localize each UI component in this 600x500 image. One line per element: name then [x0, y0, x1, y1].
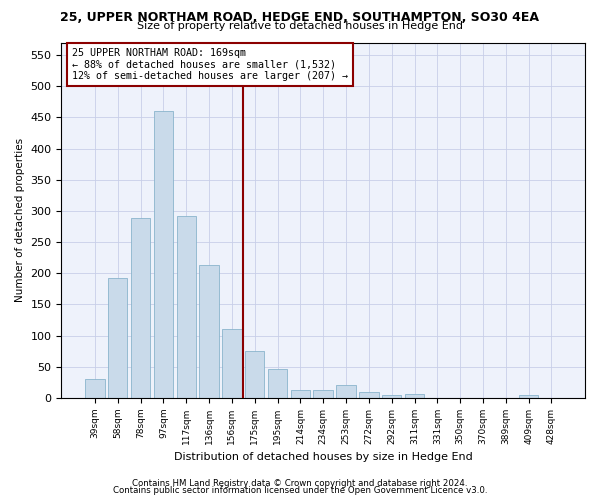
Bar — [245, 352, 265, 398]
Bar — [131, 218, 150, 398]
Text: 25 UPPER NORTHAM ROAD: 169sqm
← 88% of detached houses are smaller (1,532)
12% o: 25 UPPER NORTHAM ROAD: 169sqm ← 88% of d… — [72, 48, 348, 81]
Bar — [176, 216, 196, 398]
Bar — [154, 111, 173, 398]
Bar — [85, 380, 104, 398]
Text: Size of property relative to detached houses in Hedge End: Size of property relative to detached ho… — [137, 21, 463, 31]
Bar — [382, 395, 401, 398]
Y-axis label: Number of detached properties: Number of detached properties — [15, 138, 25, 302]
X-axis label: Distribution of detached houses by size in Hedge End: Distribution of detached houses by size … — [174, 452, 473, 462]
Bar — [199, 265, 219, 398]
Bar — [405, 394, 424, 398]
Bar — [337, 385, 356, 398]
Bar — [222, 330, 242, 398]
Text: Contains public sector information licensed under the Open Government Licence v3: Contains public sector information licen… — [113, 486, 487, 495]
Bar — [290, 390, 310, 398]
Text: 25, UPPER NORTHAM ROAD, HEDGE END, SOUTHAMPTON, SO30 4EA: 25, UPPER NORTHAM ROAD, HEDGE END, SOUTH… — [61, 11, 539, 24]
Bar — [519, 395, 538, 398]
Bar — [268, 369, 287, 398]
Bar — [359, 392, 379, 398]
Text: Contains HM Land Registry data © Crown copyright and database right 2024.: Contains HM Land Registry data © Crown c… — [132, 478, 468, 488]
Bar — [313, 390, 333, 398]
Bar — [108, 278, 127, 398]
